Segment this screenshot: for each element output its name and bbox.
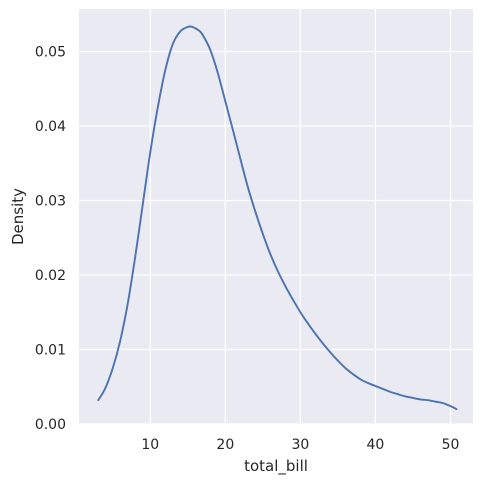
x-axis-ticks: 10 20 30 40 50 [141, 437, 459, 453]
plot-area [79, 9, 473, 424]
y-tick-label: 0.02 [35, 268, 66, 284]
y-axis-ticks: 0.00 0.01 0.02 0.03 0.04 0.05 [35, 44, 66, 433]
x-axis-title: total_bill [244, 457, 308, 476]
x-gridlines [149, 9, 452, 424]
y-tick-label: 0.01 [35, 342, 66, 358]
y-gridlines [79, 50, 473, 425]
y-tick-label: 0.05 [35, 44, 66, 60]
density-curve [97, 25, 458, 411]
y-tick-label: 0.03 [35, 193, 66, 209]
y-tick-label: 0.04 [35, 119, 66, 135]
x-tick-label: 10 [141, 437, 159, 453]
x-tick-label: 20 [216, 437, 234, 453]
x-tick-label: 30 [291, 437, 309, 453]
y-axis-title: Density [9, 188, 27, 245]
y-tick-label: 0.00 [35, 417, 66, 433]
x-tick-label: 50 [442, 437, 460, 453]
x-tick-label: 40 [367, 437, 385, 453]
